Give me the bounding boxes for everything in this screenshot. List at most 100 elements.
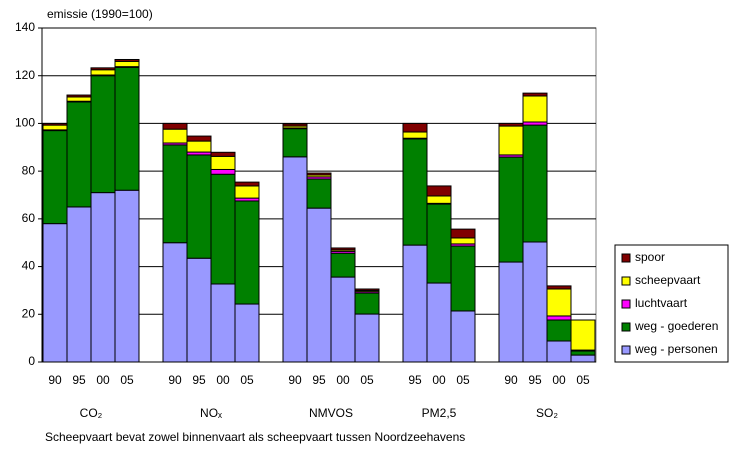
bar-segment (114, 66, 140, 191)
bar-segment (354, 288, 380, 291)
x-tick-label: 90 (168, 373, 182, 387)
bar-segment (234, 303, 260, 363)
group-label: NOₓ (200, 406, 222, 420)
bar-segment (162, 242, 188, 363)
bar-segment (570, 319, 596, 351)
bar-segment (426, 282, 452, 363)
bar-segment (186, 154, 212, 259)
x-tick-label: 00 (432, 373, 446, 387)
y-tick-label: 0 (28, 354, 35, 368)
bar-segment (330, 247, 356, 251)
legend-label: weg - goederen (634, 319, 718, 333)
x-tick-label: 00 (216, 373, 230, 387)
bar-segment (498, 122, 524, 127)
bar-segment (522, 92, 548, 97)
legend-swatch (621, 253, 631, 263)
bar-segment (234, 200, 260, 305)
group-label: SO₂ (536, 406, 558, 420)
y-tick-label: 40 (22, 259, 36, 273)
bar-segment (90, 67, 116, 71)
legend-swatch (621, 276, 631, 286)
bar-segment (522, 124, 548, 243)
bar-segment (186, 140, 212, 153)
bar-segment (498, 261, 524, 363)
bar-segment (282, 156, 308, 363)
bar-segment (354, 292, 380, 315)
x-tick-label: 90 (48, 373, 62, 387)
x-tick-label: 05 (576, 373, 590, 387)
bar-segment (282, 128, 308, 158)
bar-segment (546, 288, 572, 317)
bar-segment (546, 340, 572, 363)
bar-segment (210, 283, 236, 363)
bar-segment (330, 252, 356, 278)
x-tick-label: 00 (552, 373, 566, 387)
x-tick-label: 95 (408, 373, 422, 387)
bar-segment (498, 125, 524, 156)
legend-box (614, 244, 729, 363)
x-tick-label: 05 (240, 373, 254, 387)
bar-segment (450, 310, 476, 363)
bar-segment (234, 181, 260, 187)
bar-segment (498, 156, 524, 263)
bar-segment (66, 206, 92, 363)
x-tick-label: 90 (504, 373, 518, 387)
bar-segment (114, 58, 140, 62)
bar-segment (306, 178, 332, 209)
bar-segment (234, 185, 260, 199)
bar-segment (114, 189, 140, 363)
bar-segment (114, 60, 140, 68)
bar-segment (66, 101, 92, 208)
x-tick-label: 05 (456, 373, 470, 387)
bar-segment (162, 128, 188, 144)
legend-label: spoor (635, 250, 665, 264)
y-tick-label: 60 (22, 211, 36, 225)
x-tick-label: 00 (96, 373, 110, 387)
footnote: Scheepvaart bevat zowel binnenvaart als … (45, 430, 465, 444)
bar-segment (570, 350, 596, 356)
bar-segment (546, 315, 572, 321)
bar-segment (42, 223, 68, 363)
bar-segment (402, 138, 428, 246)
bar-segment (330, 276, 356, 363)
bar-segment (162, 122, 188, 130)
legend-label: scheepvaart (635, 273, 701, 287)
bar-segment (426, 195, 452, 204)
bar-segment (426, 185, 452, 197)
x-tick-label: 95 (528, 373, 542, 387)
legend-swatch (621, 345, 631, 355)
y-tick-label: 120 (15, 68, 35, 82)
bar-segment (282, 123, 308, 127)
bar-segment (570, 354, 596, 363)
bar-segment (402, 131, 428, 139)
x-tick-label: 00 (336, 373, 350, 387)
bar-segment (90, 75, 116, 194)
group-label: CO₂ (80, 406, 103, 420)
x-tick-label: 05 (120, 373, 134, 387)
bar-segment (210, 155, 236, 170)
bar-segment (522, 95, 548, 123)
bar-segment (210, 168, 236, 175)
bar-segment (186, 135, 212, 142)
y-tick-label: 80 (22, 163, 36, 177)
chart-title: emissie (1990=100) (47, 7, 153, 21)
bar-segment (402, 244, 428, 363)
bar-segment (186, 257, 212, 363)
y-tick-label: 20 (22, 306, 36, 320)
group-label: NMVOS (309, 406, 353, 420)
bar-segment (210, 173, 236, 285)
bar-segment (42, 122, 68, 126)
bar-segment (306, 172, 332, 176)
bar-segment (42, 124, 68, 131)
group-label: PM2,5 (422, 406, 457, 420)
bar-segment (90, 192, 116, 363)
bar-segment (306, 207, 332, 363)
bar-segment (354, 313, 380, 363)
x-tick-label: 95 (312, 373, 326, 387)
bar-segment (426, 203, 452, 284)
bar-segment (450, 228, 476, 239)
legend-label: weg - personen (634, 342, 718, 356)
bar-segment (546, 319, 572, 342)
legend-swatch (621, 322, 631, 332)
